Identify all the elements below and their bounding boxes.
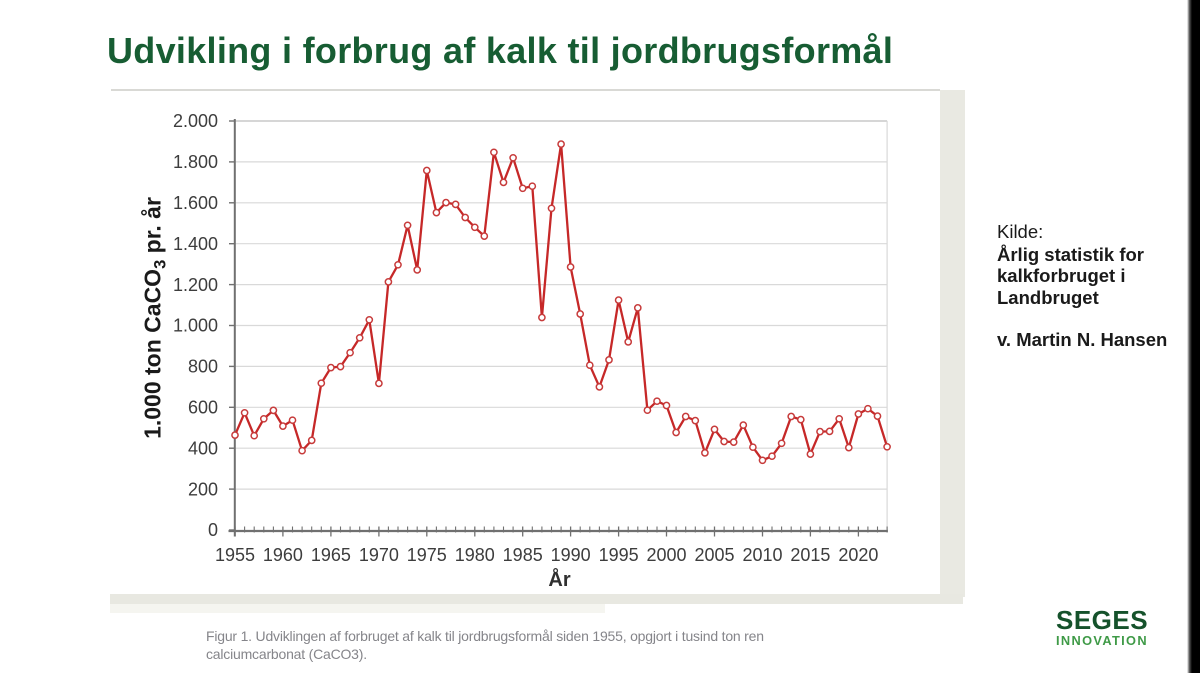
svg-text:1960: 1960: [263, 545, 303, 565]
svg-text:400: 400: [188, 438, 218, 458]
svg-text:1.200: 1.200: [173, 275, 218, 295]
svg-text:1.600: 1.600: [173, 193, 218, 213]
svg-text:2.000: 2.000: [173, 111, 218, 131]
svg-text:2005: 2005: [694, 545, 734, 565]
svg-text:800: 800: [188, 357, 218, 377]
svg-text:1970: 1970: [359, 545, 399, 565]
svg-text:2010: 2010: [742, 545, 782, 565]
svg-text:1995: 1995: [599, 545, 639, 565]
svg-text:2020: 2020: [838, 545, 878, 565]
svg-text:1955: 1955: [215, 545, 255, 565]
svg-text:1990: 1990: [551, 545, 591, 565]
svg-text:År: År: [548, 567, 570, 591]
svg-text:1965: 1965: [311, 545, 351, 565]
svg-text:2015: 2015: [790, 545, 830, 565]
svg-text:1.000: 1.000: [173, 316, 218, 336]
svg-text:1975: 1975: [407, 545, 447, 565]
svg-text:1985: 1985: [503, 545, 543, 565]
svg-text:1.800: 1.800: [173, 152, 218, 172]
svg-text:2000: 2000: [646, 545, 686, 565]
svg-text:600: 600: [188, 398, 218, 418]
svg-text:200: 200: [188, 479, 218, 499]
svg-text:1980: 1980: [455, 545, 495, 565]
svg-text:0: 0: [208, 520, 218, 540]
svg-text:1.000 ton CaCO3 pr. år: 1.000 ton CaCO3 pr. år: [140, 197, 170, 439]
svg-text:1.400: 1.400: [173, 234, 218, 254]
